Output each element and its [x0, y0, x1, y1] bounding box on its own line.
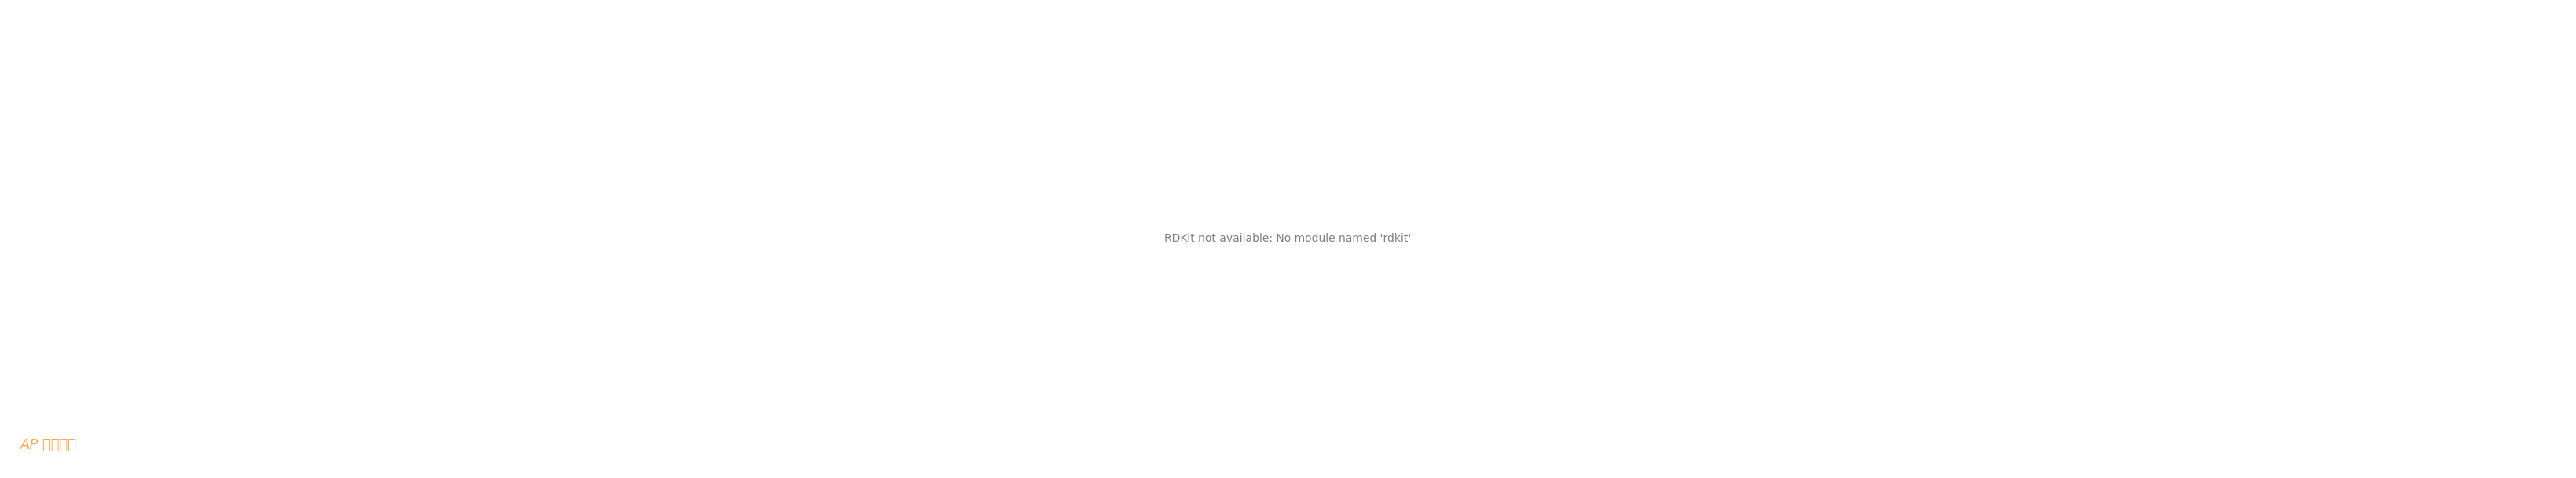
Text: AP 专肌生物: AP 专肌生物	[21, 438, 77, 453]
Text: RDKit not available: No module named 'rdkit': RDKit not available: No module named 'rd…	[1164, 234, 1412, 244]
